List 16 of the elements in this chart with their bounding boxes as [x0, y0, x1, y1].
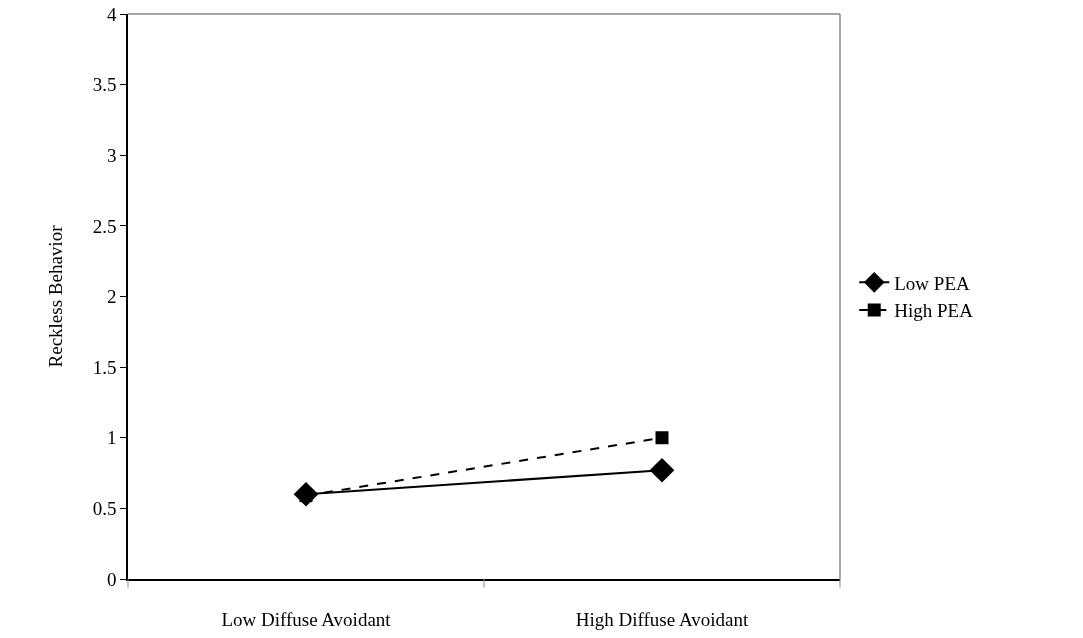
- point: [649, 457, 675, 483]
- y-tick-label: 3.5: [92, 74, 117, 96]
- y-tick-label: 3: [106, 144, 117, 166]
- y-tick-label: 4: [106, 3, 117, 25]
- y-tick-label: 2.5: [92, 215, 117, 237]
- y-tick-label: 0.5: [92, 498, 117, 520]
- x-tick-label: Low Diffuse Avoidant: [221, 608, 392, 630]
- y-tick-label: 1: [106, 427, 117, 449]
- y-tick-label: 0: [106, 568, 117, 590]
- legend-label: High PEA: [894, 300, 974, 322]
- legend-label: Low PEA: [894, 272, 970, 294]
- y-tick-label: 1.5: [92, 356, 117, 378]
- y-axis-title: Reckless Behavior: [45, 224, 67, 368]
- x-tick-label: High Diffuse Avoidant: [575, 608, 749, 630]
- y-tick-label: 2: [106, 286, 117, 308]
- point: [655, 431, 669, 445]
